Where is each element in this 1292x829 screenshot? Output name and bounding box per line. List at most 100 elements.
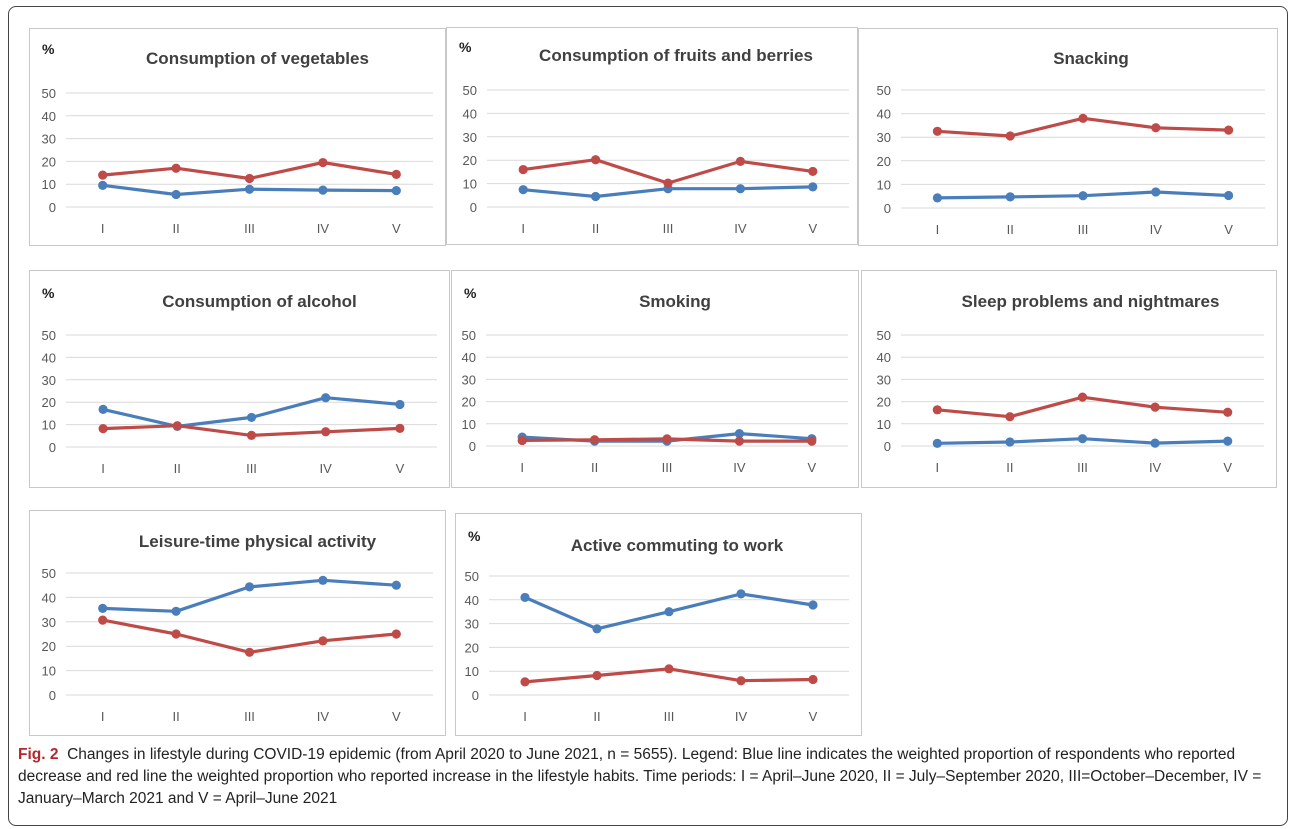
x-tick-label: V: [1223, 460, 1232, 475]
chart-panel-consumption-of-alcohol: Consumption of alcohol% 0 10 20 30 40 50 I II III…: [29, 270, 450, 488]
y-tick-label: 0: [470, 200, 477, 215]
chart-svg: Consumption of fruits and berries% 0 10 20 3…: [459, 39, 849, 236]
increase-series-point: [1005, 412, 1015, 422]
y-tick-label: 30: [463, 130, 477, 145]
chart-panel-active-commuting-to-work: Active commuting to work% 0 10 20 30 40 50 I II I…: [455, 513, 862, 736]
decrease-series-point: [932, 193, 942, 203]
x-tick-label: II: [172, 221, 179, 236]
increase-series-point: [517, 435, 527, 446]
increase-series-point: [171, 629, 181, 639]
y-tick-label: 30: [42, 132, 56, 147]
x-tick-label: III: [663, 221, 674, 236]
decrease-series-point: [98, 603, 108, 613]
increase-series-point: [932, 126, 942, 136]
y-unit-label: %: [464, 285, 477, 301]
x-tick-label: I: [523, 709, 527, 724]
chart-title: Consumption of vegetables: [146, 49, 369, 68]
increase-series-point: [395, 423, 405, 434]
y-tick-label: 40: [462, 350, 476, 365]
increase-series-point: [734, 436, 744, 446]
increase-series-point: [520, 677, 530, 687]
y-tick-label: 50: [462, 328, 476, 343]
y-tick-label: 40: [465, 593, 479, 608]
increase-series-point: [391, 629, 401, 639]
caption-label: Fig. 2: [18, 746, 59, 763]
decrease-series-point: [734, 428, 744, 439]
decrease-series-point: [246, 412, 257, 423]
y-tick-label: 40: [42, 350, 56, 365]
decrease-series-point: [171, 606, 181, 616]
chart-panel-consumption-of-fruits-and-berries: Consumption of fruits and berries% 0 10 20 3…: [446, 27, 858, 245]
decrease-series-point: [244, 184, 255, 194]
decrease-series-point: [1224, 190, 1234, 201]
decrease-series-point: [318, 575, 328, 585]
y-tick-label: 20: [42, 154, 56, 169]
increase-series-point: [662, 434, 672, 444]
y-tick-label: 10: [42, 664, 56, 679]
increase-series-line: [101, 618, 398, 654]
y-tick-label: 20: [463, 153, 477, 168]
y-tick-label: 0: [49, 200, 56, 215]
increase-series-point: [590, 435, 600, 445]
x-tick-label: II: [593, 709, 600, 724]
increase-series-point: [321, 427, 331, 437]
increase-series-point: [98, 170, 108, 180]
y-tick-label: 20: [42, 395, 56, 410]
chart-panel-leisure-time-physical-activity: Leisure-time physical activity 0 10 20 30 40 5…: [29, 510, 446, 736]
y-tick-label: 40: [42, 590, 56, 605]
decrease-series-point: [244, 582, 255, 592]
y-tick-label: 30: [877, 372, 891, 387]
x-tick-label: II: [172, 709, 179, 724]
x-tick-label: IV: [1150, 222, 1163, 237]
y-tick-label: 20: [465, 640, 479, 655]
increase-series-point: [171, 163, 181, 173]
y-tick-label: 0: [472, 688, 479, 703]
chart-svg: Leisure-time physical activity 0 10 20 30 40 5…: [42, 532, 433, 724]
y-tick-label: 50: [877, 328, 891, 343]
x-tick-label: IV: [320, 461, 333, 476]
increase-series-point: [1151, 123, 1161, 133]
y-tick-label: 20: [42, 639, 56, 654]
decrease-series-point: [391, 185, 401, 196]
x-tick-label: V: [396, 461, 405, 476]
chart-title: Leisure-time physical activity: [139, 532, 377, 551]
y-unit-label: %: [459, 39, 472, 55]
increase-series-point: [98, 615, 108, 625]
increase-series-point: [808, 674, 818, 685]
x-tick-label: III: [246, 461, 257, 476]
chart-svg: Sleep problems and nightmares 0 10 20 30 40 50…: [877, 292, 1264, 475]
x-tick-label: III: [244, 221, 255, 236]
y-tick-label: 0: [469, 439, 476, 454]
x-tick-label: II: [592, 221, 599, 236]
x-tick-label: IV: [317, 709, 330, 724]
x-tick-label: I: [101, 221, 105, 236]
increase-series-point: [246, 430, 257, 440]
y-tick-label: 50: [42, 328, 56, 343]
x-tick-label: V: [1224, 222, 1233, 237]
decrease-series-point: [735, 184, 745, 194]
x-tick-label: IV: [735, 709, 748, 724]
y-tick-label: 50: [42, 566, 56, 581]
increase-series-point: [1150, 402, 1160, 412]
increase-series-point: [807, 436, 817, 446]
x-tick-label: III: [1077, 460, 1088, 475]
increase-series-point: [591, 155, 601, 165]
increase-series-point: [244, 647, 255, 657]
increase-series-point: [518, 164, 528, 175]
decrease-series-point: [318, 185, 328, 195]
y-tick-label: 50: [465, 569, 479, 584]
x-tick-label: IV: [1149, 460, 1162, 475]
chart-panel-snacking: Snacking 0 10 20 30 40 50 I II III IV V: [858, 28, 1278, 246]
decrease-series-point: [808, 600, 818, 610]
x-tick-label: II: [1006, 460, 1013, 475]
decrease-series-point: [98, 404, 108, 414]
increase-series-point: [736, 676, 746, 686]
x-tick-label: IV: [734, 221, 747, 236]
decrease-series-point: [1150, 438, 1160, 448]
chart-title: Sleep problems and nightmares: [962, 292, 1220, 311]
increase-series-point: [1077, 392, 1088, 402]
y-unit-label: %: [42, 41, 55, 57]
